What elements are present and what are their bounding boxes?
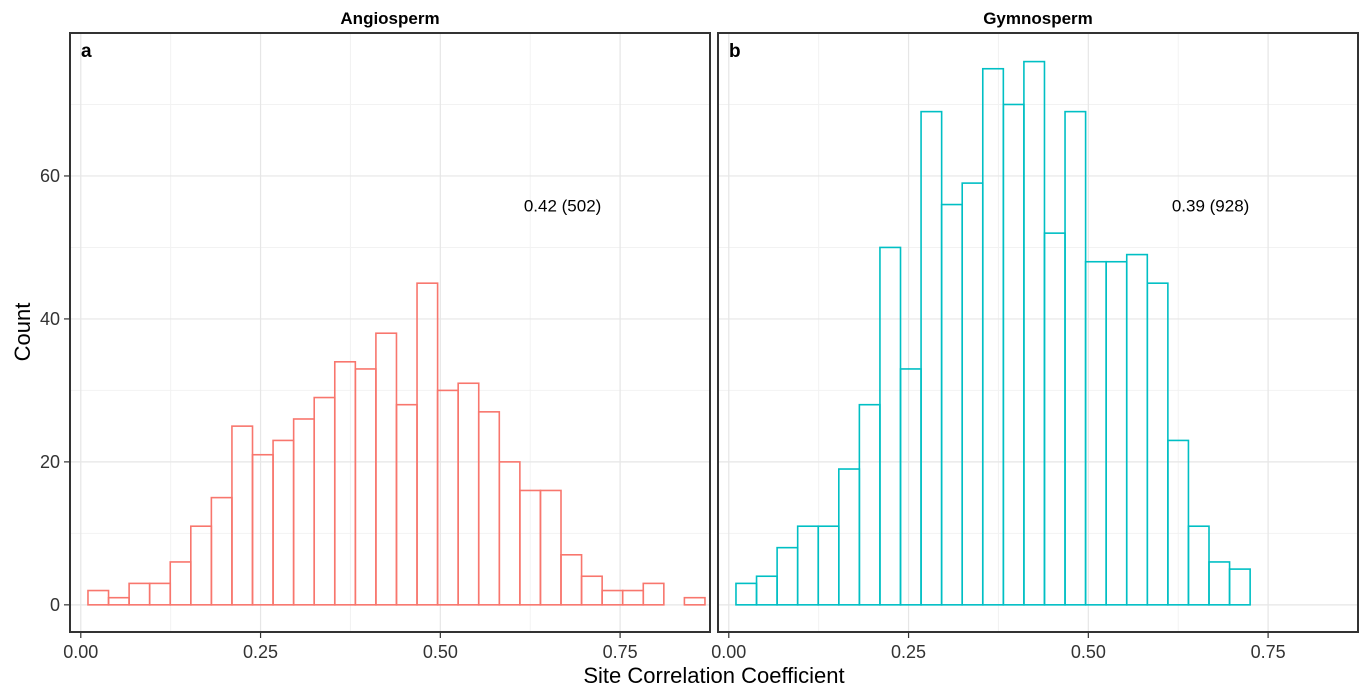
histogram-bar [539, 489, 562, 606]
panel-letter: a [81, 41, 92, 62]
x-tick-label: 0.75 [1251, 642, 1286, 662]
histogram-bars [87, 282, 706, 606]
y-tick-label: 60 [40, 166, 60, 186]
x-tick-label: 0.50 [423, 642, 458, 662]
x-tick-label: 0.75 [603, 642, 638, 662]
histogram-bar [683, 596, 706, 606]
grid-minor [70, 33, 710, 632]
grid-major [70, 33, 710, 632]
y-tick-label: 20 [40, 452, 60, 472]
grid-minor [718, 33, 1358, 632]
strip-title: Angiosperm [340, 9, 439, 28]
strip-title: Gymnosperm [983, 9, 1093, 28]
histogram-bar [642, 582, 665, 606]
x-tick-label: 0.00 [63, 642, 98, 662]
x-tick-label: 0.00 [711, 642, 746, 662]
x-tick-label: 0.50 [1071, 642, 1106, 662]
panel-border [717, 32, 1359, 633]
y-axis-ticks: 0 20 40 60 [40, 166, 69, 615]
histogram-bar [1167, 439, 1190, 606]
x-axis-ticks: 0.00 0.25 0.50 0.75 [63, 633, 638, 662]
x-axis-ticks: 0.00 0.25 0.50 0.75 [711, 633, 1286, 662]
x-axis-title: Site Correlation Coefficient [583, 663, 844, 688]
histogram-bars [735, 60, 1251, 606]
summary-annotation: 0.42 (502) [524, 197, 602, 216]
x-tick-label: 0.25 [243, 642, 278, 662]
panel-border [69, 32, 711, 633]
panel-gymnosperm: Gymnosperm b 0.39 (928) 0.00 0.25 0.50 0.75 [711, 9, 1359, 662]
panel-letter: b [729, 41, 741, 62]
x-tick-label: 0.25 [891, 642, 926, 662]
y-axis-title: Count [10, 303, 35, 362]
y-tick-label: 0 [50, 595, 60, 615]
plot-background [718, 33, 1358, 632]
panel-angiosperm: Angiosperm a 0.42 (502) 0.00 0.25 0.50 0.75… [40, 9, 711, 662]
y-tick-label: 40 [40, 309, 60, 329]
histogram-bar [1228, 568, 1251, 606]
summary-annotation: 0.39 (928) [1172, 197, 1250, 216]
